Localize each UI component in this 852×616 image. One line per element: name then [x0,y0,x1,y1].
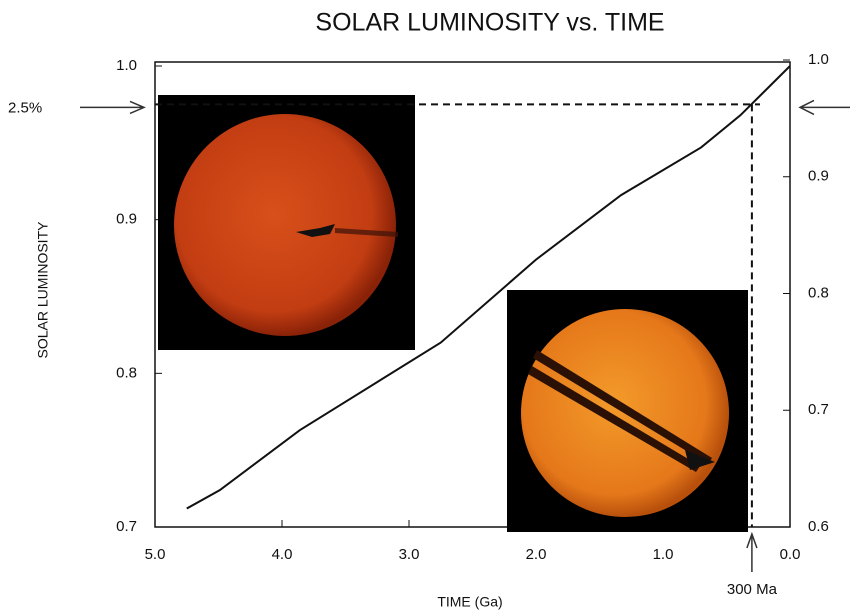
x-tick-label: 1.0 [653,546,674,563]
y-tick-label: 1.0 [116,57,137,74]
x-tick-label: 3.0 [399,546,420,563]
annotation: 2.5% [8,99,42,116]
x-tick-label: 2.0 [526,546,547,563]
y2-tick-label: 0.6 [808,518,829,535]
y2-tick-label: 0.7 [808,401,829,418]
sun-photo [507,290,748,532]
y2-tick-label: 0.8 [808,284,829,301]
chart: SOLAR LUMINOSITY vs. TIME TIME (Ga) SOLA… [0,0,852,616]
x-tick-label: 4.0 [272,546,293,563]
y2-tick-label: 1.0 [808,51,829,68]
x-tick-label: 0.0 [780,546,801,563]
arrow [800,100,850,114]
chart-title: SOLAR LUMINOSITY vs. TIME [315,9,664,37]
sun-photo [158,95,415,350]
y-axis-label: SOLAR LUMINOSITY [35,221,51,359]
annotation: 300 Ma [727,581,778,598]
x-tick-label: 5.0 [145,546,166,563]
y-tick-label: 0.8 [116,364,137,381]
x-axis-label: TIME (Ga) [437,594,502,610]
arrow [80,101,144,113]
arrow [747,534,757,572]
y-tick-label: 0.7 [116,518,137,535]
y-tick-label: 0.9 [116,211,137,228]
y2-tick-label: 0.9 [808,168,829,185]
